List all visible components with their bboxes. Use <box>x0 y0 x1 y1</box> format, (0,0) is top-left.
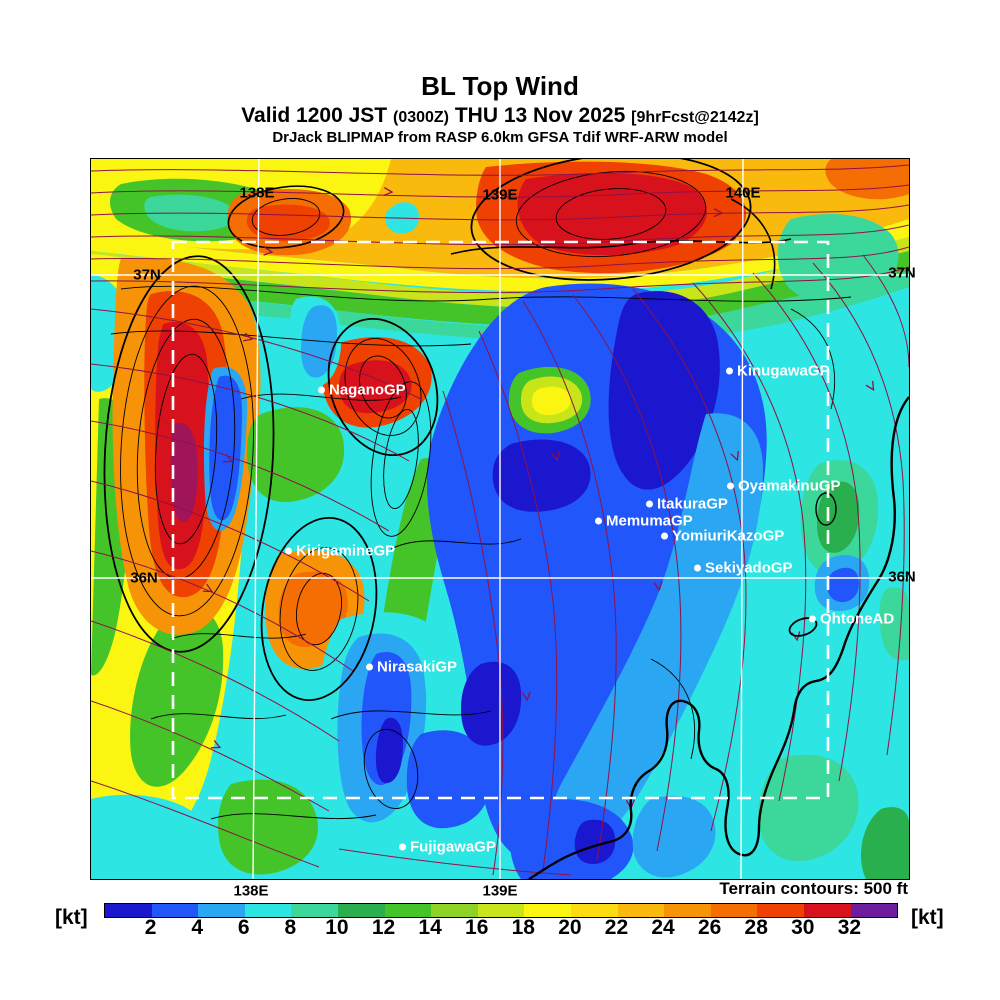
site-label: SekiyadoGP <box>705 559 793 577</box>
site-label: YomiuriKazoGP <box>672 527 785 545</box>
terrain-contour-layer <box>103 159 852 820</box>
valid-line: Valid 1200 JST (0300Z) THU 13 Nov 2025 [… <box>0 104 1000 128</box>
streamline-layer <box>91 164 909 876</box>
colorbar-cell <box>151 904 199 917</box>
site-dot <box>646 500 653 508</box>
site-marker: MemumaGP <box>595 513 693 530</box>
terrain-note: Terrain contours: 500 ft <box>719 879 908 898</box>
site-label: OhtoneAD <box>820 610 895 628</box>
grid-label: 138E <box>233 882 269 900</box>
colorbar-cell <box>570 904 618 917</box>
colorbar-cell <box>384 904 432 917</box>
colorbar-cell <box>477 904 525 917</box>
grid-label: 36N <box>130 569 158 587</box>
colorbar-cell <box>291 904 338 917</box>
colorbar-tick-label: 2 <box>144 916 157 939</box>
site-marker: ItakuraGP <box>646 496 728 513</box>
colorbar-tick-label: 22 <box>604 916 629 939</box>
site-dot <box>366 663 373 671</box>
site-dot <box>694 564 701 572</box>
site-dot <box>318 386 325 394</box>
colorbar-tick-label: 24 <box>651 916 675 939</box>
graticule-layer <box>91 159 909 879</box>
grid-label: 37N <box>133 266 161 284</box>
colorbar-tick-label: 4 <box>191 916 204 939</box>
colorbar-tick-label: 30 <box>791 916 815 939</box>
colorbar <box>104 903 898 918</box>
domain-boundary <box>171 240 830 800</box>
kt-unit-label-right: [kt] <box>911 906 944 929</box>
model-line: DrJack BLIPMAP from RASP 6.0km GFSA Tdif… <box>272 129 728 147</box>
site-dot <box>726 367 733 375</box>
site-marker: OhtoneAD <box>809 611 894 628</box>
header: BL Top Wind Valid 1200 JST (0300Z) THU 1… <box>0 71 1000 147</box>
site-dot <box>285 547 292 555</box>
colorbar-tick-label: 18 <box>511 916 535 939</box>
site-label: KinugawaGP <box>737 362 830 380</box>
colorbar-tick-label: 32 <box>837 916 862 939</box>
site-label: OyamakinuGP <box>738 477 841 495</box>
valid-date: THU 13 Nov 2025 <box>454 103 626 127</box>
colorbar-cell <box>198 904 245 917</box>
colorbar-cell <box>710 904 758 917</box>
map-canvas <box>91 159 909 879</box>
grid-label: 37N <box>888 264 916 282</box>
site-dot <box>661 532 668 540</box>
site-marker: KirigamineGP <box>285 543 395 560</box>
site-label: FujigawaGP <box>410 838 496 856</box>
site-label: MemumaGP <box>606 512 693 530</box>
colorbar-cell <box>337 904 385 917</box>
site-label: NaganoGP <box>329 381 406 399</box>
colorbar-cell <box>664 904 711 917</box>
grid-label: 139E <box>482 882 518 900</box>
colorbar-tick-label: 14 <box>418 916 442 939</box>
site-marker: FujigawaGP <box>399 839 496 856</box>
colorbar-cell <box>431 904 478 917</box>
site-marker: KinugawaGP <box>726 363 830 380</box>
colorbar-cell <box>617 904 665 917</box>
site-label: ItakuraGP <box>657 495 728 513</box>
site-marker: OyamakinuGP <box>727 478 841 495</box>
grid-label: 139E <box>482 186 518 204</box>
colorbar-tick-label: 26 <box>697 916 722 939</box>
colorbar-cell <box>850 904 898 917</box>
colorbar-tick-label: 28 <box>744 916 768 939</box>
grid-label: 138E <box>239 184 275 202</box>
colorbar-cell <box>757 904 804 917</box>
site-dot <box>595 517 602 525</box>
colorbar-cell <box>105 904 152 917</box>
site-dot <box>727 482 734 490</box>
site-label: NirasakiGP <box>377 658 458 676</box>
valid-zulu: (0300Z) <box>392 108 450 126</box>
forecast-map: NaganoGP KinugawaGP OyamakinuGP ItakuraGP Me… <box>90 158 916 900</box>
grid-label: 36N <box>888 568 916 586</box>
site-dot <box>399 843 406 851</box>
colorbar-cell <box>803 904 851 917</box>
site-marker: SekiyadoGP <box>694 560 793 577</box>
valid-fcst: [9hrFcst@2142z] <box>631 108 759 126</box>
site-dot <box>809 615 816 623</box>
colorbar-cell <box>524 904 571 917</box>
site-marker: YomiuriKazoGP <box>661 528 784 545</box>
valid-prefix: Valid 1200 JST <box>241 103 388 127</box>
colorbar-cell <box>244 904 292 917</box>
colorbar-tick-label: 8 <box>284 916 297 939</box>
site-label: KirigamineGP <box>296 542 396 560</box>
colorbar-tick-label: 20 <box>558 916 582 939</box>
site-marker: NirasakiGP <box>366 659 457 676</box>
grid-label: 140E <box>725 184 761 202</box>
coastline-layer <box>528 396 909 879</box>
colorbar-tick-label: 10 <box>325 916 349 939</box>
colorbar-tick-label: 6 <box>237 916 250 939</box>
colorbar-tick-label: 16 <box>465 916 489 939</box>
colorbar-tick-label: 12 <box>371 916 396 939</box>
site-marker: NaganoGP <box>318 382 406 399</box>
page-title: BL Top Wind <box>421 71 579 101</box>
kt-unit-label-left: [kt] <box>55 906 88 929</box>
